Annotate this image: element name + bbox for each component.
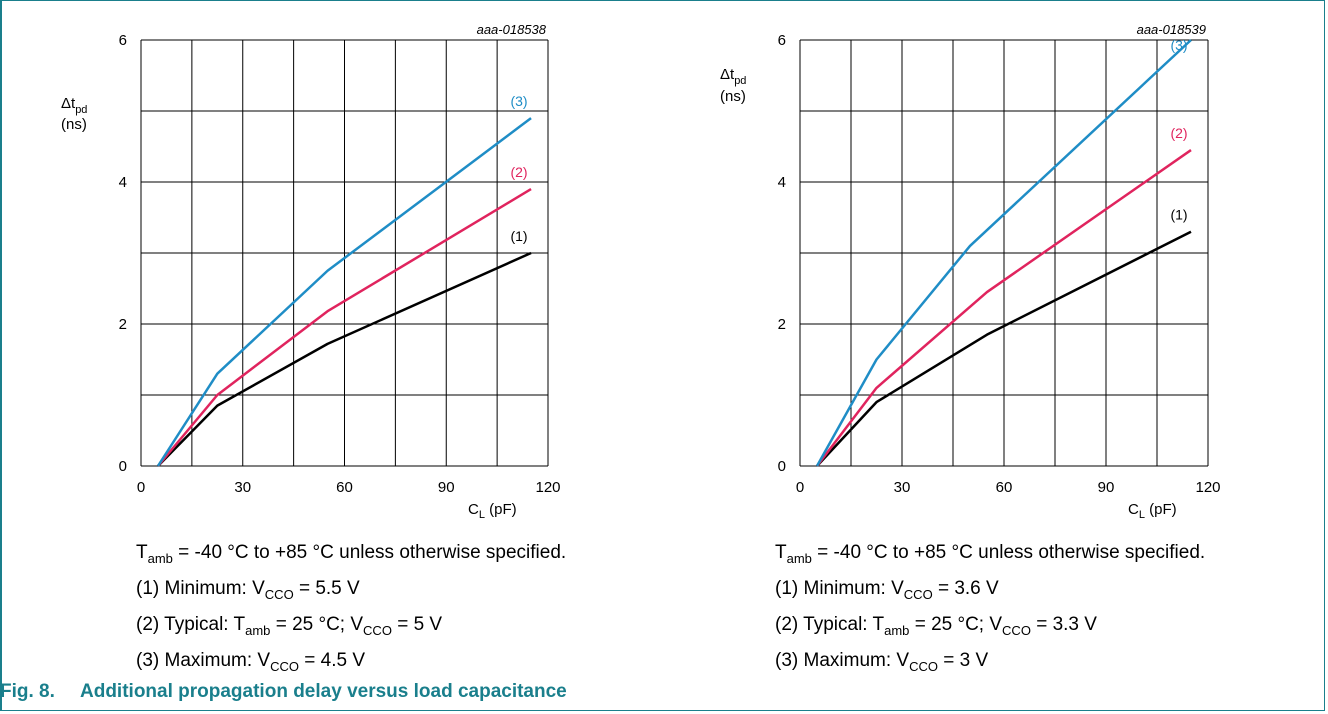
x-tick-label: 30: [234, 479, 251, 496]
figure-number: Fig. 8.: [0, 681, 55, 702]
figure-id-label: aaa-018539: [1137, 22, 1206, 37]
x-tick-label: 120: [535, 479, 560, 496]
series-label-3: (3): [1170, 37, 1187, 53]
series-label-2: (2): [510, 164, 527, 180]
note-minimum: (1) Minimum: VCCO = 5.5 V: [136, 578, 360, 602]
figure-id-label: aaa-018538: [477, 22, 547, 37]
note-conditions: Tamb = -40 °C to +85 °C unless otherwise…: [136, 542, 567, 566]
x-tick-label: 60: [336, 479, 353, 496]
x-tick-label: 60: [996, 479, 1013, 496]
x-tick-label: 30: [894, 479, 911, 496]
note-minimum: (1) Minimum: VCCO = 3.6 V: [775, 578, 999, 602]
series-line-2: [156, 188, 532, 467]
series-label-1: (1): [1170, 207, 1187, 223]
series-line-2: [816, 149, 1192, 467]
y-axis-unit: (ns): [61, 116, 87, 133]
note-conditions: Tamb = -40 °C to +85 °C unless otherwise…: [775, 542, 1206, 566]
note-maximum: (3) Maximum: VCCO = 4.5 V: [136, 650, 365, 674]
series-line-3: [156, 117, 532, 467]
x-tick-label: 90: [438, 479, 455, 496]
note-maximum: (3) Maximum: VCCO = 3 V: [775, 650, 989, 674]
chart-1: 0 30 60 90 120 0 2 4 6 aaa-018538 Δtpd(ns) CL (pF) (…: [61, 22, 561, 521]
x-tick-label: 0: [137, 479, 145, 496]
series-line-3: [815, 39, 1192, 467]
figure-title: Additional propagation delay versus load…: [80, 681, 567, 702]
x-axis-label: CL (pF): [468, 501, 517, 521]
y-tick-label: 2: [778, 316, 786, 333]
y-axis-label: Δtpd: [61, 95, 87, 116]
chart-2: 0 30 60 90 120 0 2 4 6 aaa-018539 Δtpd(ns) CL (pF) (…: [720, 22, 1221, 521]
series-line-1: [816, 230, 1192, 467]
series-line-1: [157, 251, 532, 467]
y-axis-unit: (ns): [720, 88, 746, 105]
note-typical: (2) Typical: Tamb = 25 °C; VCCO = 5 V: [136, 614, 443, 638]
series-label-3: (3): [510, 93, 527, 109]
y-tick-label: 4: [119, 174, 127, 191]
y-tick-label: 6: [778, 32, 786, 49]
y-tick-label: 0: [119, 458, 127, 475]
y-tick-label: 2: [119, 316, 127, 333]
x-tick-label: 0: [796, 479, 804, 496]
y-tick-label: 4: [778, 174, 786, 191]
notes-right: Tamb = -40 °C to +85 °C unless otherwise…: [775, 538, 1205, 682]
x-tick-label: 120: [1195, 479, 1220, 496]
note-typical: (2) Typical: Tamb = 25 °C; VCCO = 3.3 V: [775, 614, 1097, 638]
y-axis-label: Δtpd: [720, 66, 746, 87]
notes-left: Tamb = -40 °C to +85 °C unless otherwise…: [136, 538, 566, 682]
x-axis-label: CL (pF): [1128, 501, 1177, 521]
figure-caption: Fig. 8. Additional propagation delay vers…: [0, 681, 567, 703]
x-tick-label: 90: [1098, 479, 1115, 496]
series-label-1: (1): [510, 228, 527, 244]
series-label-2: (2): [1170, 125, 1187, 141]
y-tick-label: 6: [119, 32, 127, 49]
y-tick-label: 0: [778, 458, 786, 475]
